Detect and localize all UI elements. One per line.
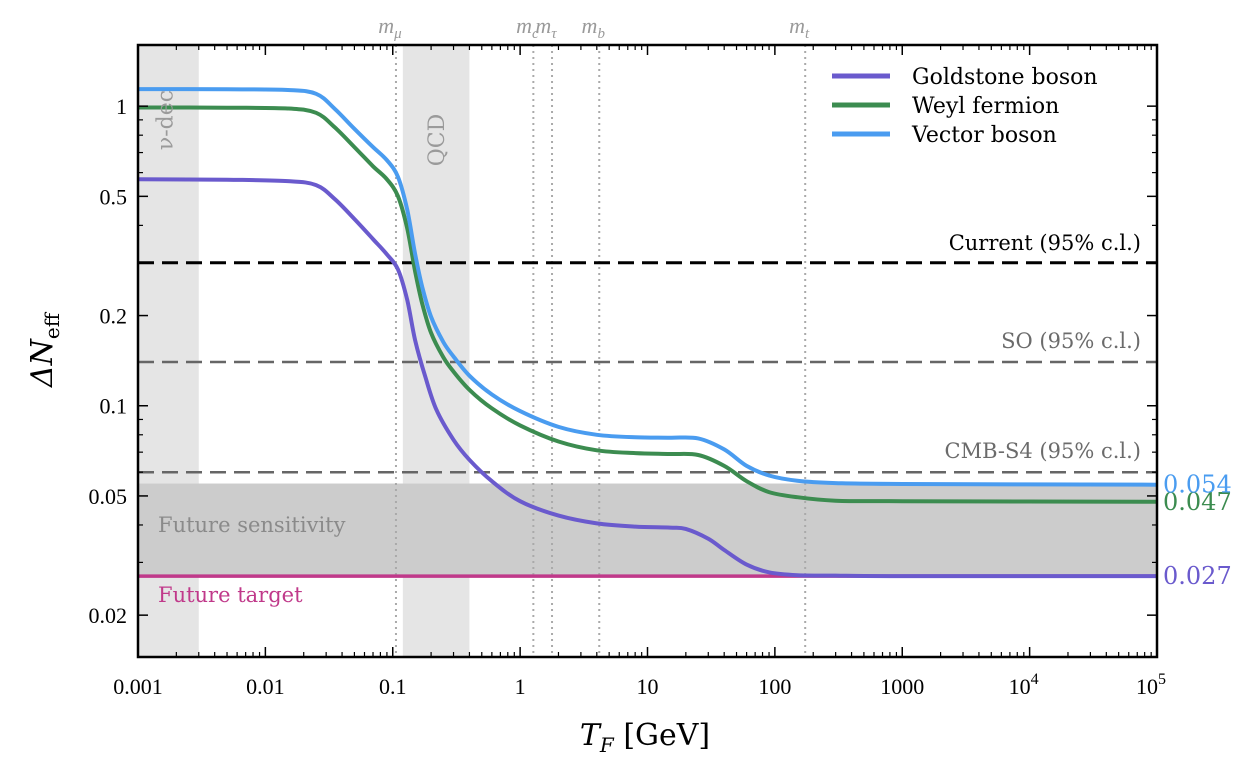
y-tick-label: 0.1 (100, 394, 128, 419)
x-tick-label: 10 (637, 674, 659, 699)
x-tick-label: 1 (515, 674, 526, 699)
m-c-label: mc (516, 13, 539, 42)
series-layer (138, 87, 1157, 579)
y-tick-label: 1 (116, 94, 127, 119)
current-label: Current (95% c.l.) (949, 231, 1141, 255)
x-axis-label: TF [GeV] (580, 718, 710, 757)
future-sensitivity-label: Future sensitivity (158, 513, 346, 537)
legend-label-weyl-fermion: Weyl fermion (912, 94, 1059, 119)
weyl-fermion-curve (138, 105, 1157, 504)
so-label: SO (95% c.l.) (1001, 329, 1141, 353)
m-t-label: mt (789, 13, 810, 42)
x-tick-label: 105 (1136, 671, 1166, 699)
future-target-label: Future target (158, 583, 303, 607)
goldstone-boson-curve (138, 177, 1157, 579)
m-mu-label: mμ (378, 13, 402, 42)
vector-boson-end-value: 0.054 (1163, 471, 1232, 499)
legend: Goldstone boson Weyl fermion Vector boson (832, 65, 1098, 148)
x-tick-label: 0.001 (113, 674, 163, 699)
y-tick-label: 0.5 (100, 184, 128, 209)
weyl-fermion-end-value: 0.047 (1163, 488, 1232, 516)
qcd-label: QCD (425, 114, 450, 167)
x-tick-label: 104 (1009, 671, 1039, 699)
mass-lines-layer (394, 45, 807, 657)
vector-boson-curve (138, 87, 1157, 487)
nu-dec-label: ν-dec (153, 90, 178, 150)
x-tick-label: 100 (758, 674, 791, 699)
y-tick-label: 0.02 (89, 603, 128, 628)
y-tick-label: 0.05 (89, 484, 128, 509)
y-axis-label: ΔNeff (25, 311, 64, 388)
m-b-label: mb (582, 13, 606, 42)
x-tick-label: 0.01 (246, 674, 285, 699)
x-tick-label: 0.1 (379, 674, 407, 699)
legend-label-goldstone-boson: Goldstone boson (912, 65, 1098, 90)
goldstone-boson-end-value: 0.027 (1163, 562, 1232, 590)
legend-label-vector-boson: Vector boson (911, 123, 1057, 148)
y-tick-label: 0.2 (100, 304, 128, 329)
bands-layer (138, 45, 1157, 657)
x-tick-label: 1000 (880, 674, 924, 699)
m-tau-label: mτ (535, 13, 557, 42)
future-sensitivity-band (138, 483, 1157, 577)
frame-layer: 0.001 0.01 0.1 1 10 100 1000 104 105 0.02 0.05 0.1 0… (89, 43, 1166, 699)
cmb-s4-label: CMB-S4 (95% c.l.) (945, 439, 1141, 463)
